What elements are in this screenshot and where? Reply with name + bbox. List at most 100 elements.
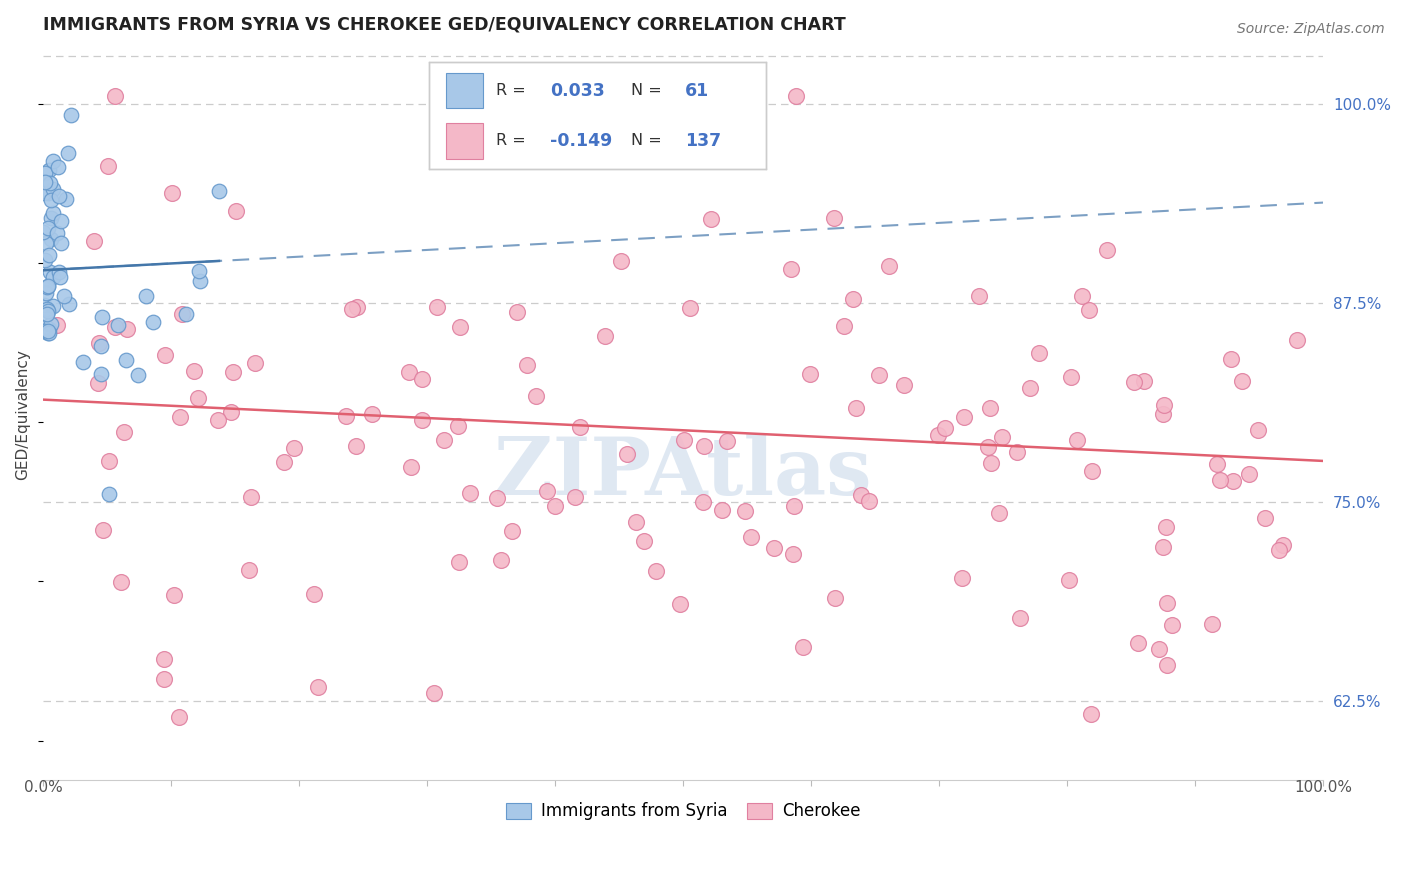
Legend: Immigrants from Syria, Cherokee: Immigrants from Syria, Cherokee <box>499 796 868 827</box>
Point <box>1201 617 1223 632</box>
Point <box>37 279 59 293</box>
Point <box>740 530 762 544</box>
Point <box>700 211 723 226</box>
Text: R =: R = <box>496 133 526 148</box>
Point <box>49 269 72 284</box>
Point <box>692 494 714 508</box>
Point <box>104 89 127 103</box>
Point <box>693 439 716 453</box>
Point <box>142 315 165 329</box>
Point <box>48 189 70 203</box>
Point <box>283 442 305 456</box>
Point <box>114 353 136 368</box>
Point <box>187 392 209 406</box>
Point <box>221 405 243 419</box>
Point <box>1153 398 1175 412</box>
Point <box>42 154 65 169</box>
Point <box>307 680 329 694</box>
Point <box>208 184 231 198</box>
Point <box>426 300 449 314</box>
Point <box>849 488 872 502</box>
Point <box>1010 611 1032 625</box>
Point <box>37 324 59 338</box>
Point <box>1154 519 1177 533</box>
Point <box>824 591 846 605</box>
Point <box>1247 423 1270 437</box>
Point <box>41 182 63 196</box>
Point <box>593 328 616 343</box>
Point <box>1071 289 1094 303</box>
Point <box>115 321 138 335</box>
Point <box>39 193 62 207</box>
Point <box>169 409 191 424</box>
Point <box>1205 457 1227 471</box>
Point <box>1222 474 1244 488</box>
Point <box>411 372 433 386</box>
Point <box>127 368 149 383</box>
Point <box>398 365 420 379</box>
Point <box>609 254 631 268</box>
Point <box>32 324 55 338</box>
Point <box>1018 381 1040 395</box>
Point <box>340 301 363 316</box>
Point <box>645 564 668 578</box>
Point <box>633 534 655 549</box>
Point <box>1230 374 1253 388</box>
Point <box>34 175 56 189</box>
Point <box>97 159 120 173</box>
Point <box>90 310 112 325</box>
Point <box>35 301 58 316</box>
Point <box>934 421 956 435</box>
Point <box>679 301 702 315</box>
Point <box>98 454 121 468</box>
Point <box>1147 642 1170 657</box>
Point <box>1123 375 1146 389</box>
Point <box>927 428 949 442</box>
Point <box>51 235 73 250</box>
Text: 61: 61 <box>685 82 710 100</box>
Point <box>1239 467 1261 481</box>
Point <box>1152 407 1174 421</box>
Point <box>980 456 1002 470</box>
Point <box>153 651 176 665</box>
Point <box>87 376 110 391</box>
FancyBboxPatch shape <box>446 123 482 159</box>
Point <box>45 318 67 333</box>
Point <box>97 487 120 501</box>
Point <box>1066 433 1088 447</box>
Point <box>399 460 422 475</box>
Point <box>188 273 211 287</box>
Point <box>1161 618 1184 632</box>
Point <box>37 278 59 293</box>
Point <box>34 253 56 268</box>
Point <box>83 235 105 249</box>
Point <box>207 413 229 427</box>
Point <box>245 356 267 370</box>
Point <box>1028 346 1050 360</box>
Point <box>433 433 456 447</box>
Point <box>893 377 915 392</box>
Point <box>37 326 59 341</box>
Point <box>458 486 481 500</box>
Point <box>1080 706 1102 721</box>
Point <box>45 227 67 241</box>
Point <box>422 686 444 700</box>
Point <box>1156 596 1178 610</box>
Point <box>524 389 547 403</box>
Point <box>238 563 260 577</box>
Point <box>93 523 115 537</box>
Point <box>505 305 527 319</box>
Point <box>38 321 60 335</box>
Point <box>37 304 59 318</box>
Point <box>346 300 368 314</box>
Point <box>167 709 190 723</box>
Point <box>55 192 77 206</box>
Text: 100.0%: 100.0% <box>1295 780 1353 796</box>
Text: 0.033: 0.033 <box>550 82 605 100</box>
Point <box>792 640 814 654</box>
Point <box>877 259 900 273</box>
Point <box>60 108 83 122</box>
Point <box>35 280 58 294</box>
Point <box>225 203 247 218</box>
Text: N =: N = <box>631 133 662 148</box>
